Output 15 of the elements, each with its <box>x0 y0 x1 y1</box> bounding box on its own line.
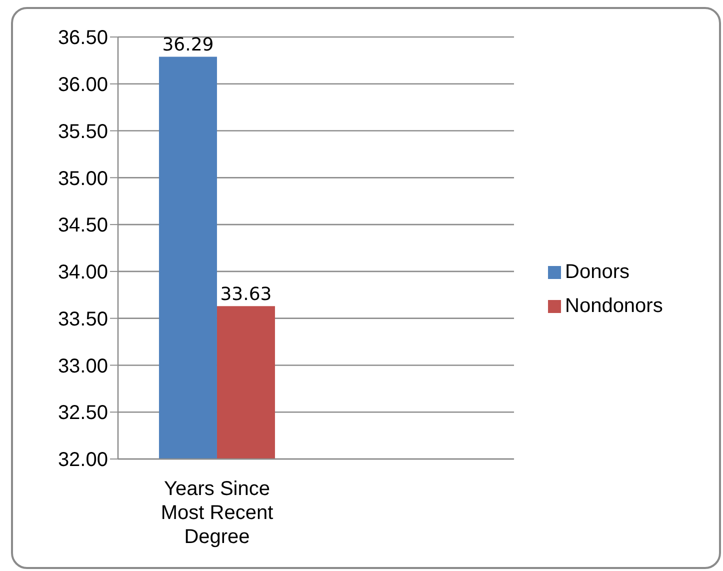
y-tick-label: 32.50 <box>58 402 108 424</box>
y-tick-label: 36.50 <box>58 27 108 50</box>
data-label: 36.29 <box>162 34 214 56</box>
y-tick-label: 34.00 <box>58 262 108 284</box>
legend-label: Nondonors <box>565 294 663 318</box>
y-tick-label: 35.00 <box>58 168 108 190</box>
x-tick-label: Years Since Most Recent Degree <box>160 478 274 548</box>
y-tick-label: 34.50 <box>58 214 108 237</box>
y-tick-label: 32.00 <box>58 449 108 472</box>
data-label: 33.63 <box>220 284 272 306</box>
legend-label: Donors <box>565 260 630 284</box>
y-tick-label: 36.00 <box>58 74 108 96</box>
y-tick-label: 35.50 <box>58 120 108 143</box>
y-tick-label: 33.50 <box>58 308 108 330</box>
y-tick-label: 33.00 <box>58 355 108 378</box>
